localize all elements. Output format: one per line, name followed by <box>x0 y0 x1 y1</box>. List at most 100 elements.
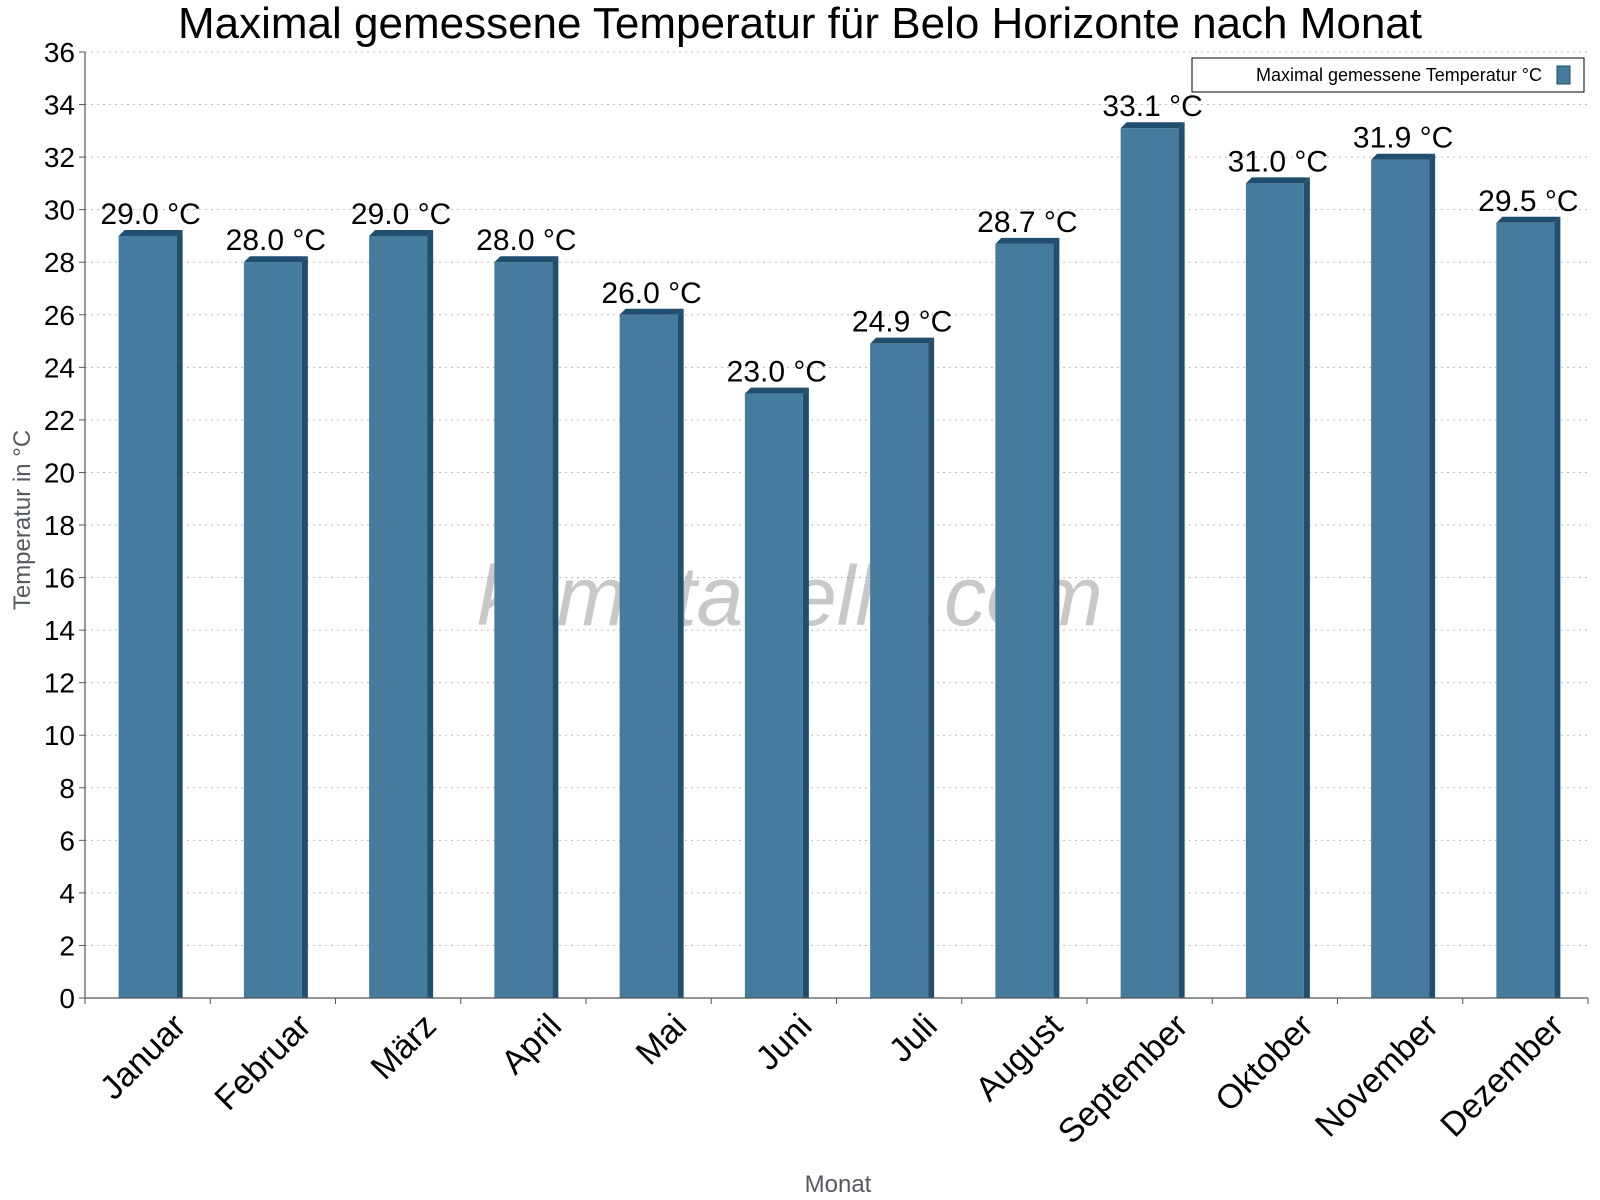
bar-top <box>369 229 434 236</box>
bar-front <box>243 262 302 998</box>
bar-front <box>870 343 929 998</box>
bar-side <box>928 337 935 998</box>
legend: Maximal gemessene Temperatur °C <box>1191 57 1585 93</box>
bar-front <box>1245 183 1304 998</box>
bar-oktober <box>1245 177 1310 998</box>
bar-front <box>369 235 428 998</box>
x-tick-label: Oktober <box>1208 1007 1320 1119</box>
data-label: 24.9 °C <box>852 306 952 339</box>
x-tick-label: September <box>1051 1007 1195 1151</box>
bar-april <box>494 256 559 998</box>
chart-title: Maximal gemessene Temperatur für Belo Ho… <box>178 0 1422 48</box>
x-tick-label: Dezember <box>1433 1007 1571 1145</box>
data-label: 28.0 °C <box>476 224 576 257</box>
bar-front <box>619 314 678 998</box>
x-tick-label: November <box>1308 1007 1446 1145</box>
y-tick-label: 18 <box>44 510 75 541</box>
bar-side <box>1554 216 1561 999</box>
y-tick-label: 26 <box>44 300 75 331</box>
bar-top <box>1496 216 1561 223</box>
data-label: 23.0 °C <box>727 356 827 389</box>
y-tick-label: 32 <box>44 142 75 173</box>
bar-front <box>494 262 553 998</box>
y-tick-label: 28 <box>44 247 75 278</box>
y-tick-label: 16 <box>44 563 75 594</box>
data-label: 28.0 °C <box>226 224 326 257</box>
data-label: 29.0 °C <box>351 198 451 231</box>
x-tick-label: Februar <box>207 1007 318 1118</box>
bar-side <box>1303 177 1310 998</box>
bar-dezember <box>1496 216 1561 999</box>
data-label: 28.7 °C <box>977 206 1077 239</box>
bar-mai <box>619 308 684 998</box>
data-label: 29.5 °C <box>1478 185 1578 218</box>
data-label: 29.0 °C <box>100 198 200 231</box>
bar-top <box>494 256 559 263</box>
bar-side <box>1053 237 1060 999</box>
bar-top <box>744 387 809 394</box>
y-tick-label: 0 <box>59 983 75 1014</box>
data-label: 33.1 °C <box>1102 90 1202 123</box>
bar-front <box>118 235 177 998</box>
bar-februar <box>243 256 308 998</box>
gridlines <box>85 51 1588 946</box>
x-tick-label: Januar <box>93 1007 193 1107</box>
bar-front <box>1120 128 1179 998</box>
bar-side <box>677 308 684 998</box>
data-label: 26.0 °C <box>601 277 701 310</box>
bar-juni <box>744 387 809 999</box>
x-axis-label: Monat <box>805 1171 872 1198</box>
data-label: 31.0 °C <box>1228 145 1328 178</box>
bar-november <box>1371 153 1436 998</box>
legend-label: Maximal gemessene Temperatur °C <box>1256 65 1542 85</box>
bar-top <box>243 256 308 263</box>
data-label: 31.9 °C <box>1353 122 1453 155</box>
bar-top <box>995 237 1060 244</box>
y-tick-label: 36 <box>44 37 75 68</box>
y-tick-label: 20 <box>44 457 75 488</box>
y-tick-label: 8 <box>59 773 75 804</box>
legend-swatch <box>1556 65 1571 85</box>
bar-juli <box>870 337 935 998</box>
x-tick-label: Juni <box>749 1007 820 1078</box>
y-axis-label: Temperatur in °C <box>9 430 36 610</box>
y-tick-label: 12 <box>44 668 75 699</box>
bar-front <box>1371 159 1430 998</box>
x-tick-label: August <box>968 1006 1070 1108</box>
bars <box>118 122 1561 999</box>
x-tick-label: April <box>494 1007 569 1082</box>
data-labels: 29.0 °C 28.0 °C 29.0 °C 28.0 °C 26.0 °C 23.0 … <box>100 90 1578 388</box>
y-tick-label: 30 <box>44 195 75 226</box>
bar-top <box>118 229 183 236</box>
bar-side <box>1178 122 1185 998</box>
y-tick-label: 22 <box>44 405 75 436</box>
bar-top <box>870 337 935 344</box>
bar-september <box>1120 122 1185 998</box>
y-tick-label: 4 <box>59 878 75 909</box>
bar-front <box>744 393 803 999</box>
bar-side <box>1429 153 1436 998</box>
bar-top <box>1120 122 1185 129</box>
y-tick-label: 34 <box>44 90 75 121</box>
bar-side <box>552 256 559 998</box>
bar-märz <box>369 229 434 998</box>
bar-januar <box>118 229 183 998</box>
y-tick-label: 2 <box>59 930 75 961</box>
bar-side <box>427 229 434 998</box>
bar-side <box>176 229 183 998</box>
x-tick-label: Juli <box>882 1007 945 1070</box>
bar-top <box>619 308 684 315</box>
bar-top <box>1371 153 1436 160</box>
y-tick-label: 24 <box>44 352 75 383</box>
legend-box <box>1191 57 1585 93</box>
bar-front <box>1496 222 1555 999</box>
x-tick-label: Mai <box>629 1007 695 1073</box>
y-tick-label: 10 <box>44 720 75 751</box>
y-tick-label: 14 <box>44 615 75 646</box>
bar-front <box>995 243 1054 999</box>
bar-august <box>995 237 1060 999</box>
x-tick-label: März <box>363 1007 443 1087</box>
bar-side <box>802 387 809 999</box>
